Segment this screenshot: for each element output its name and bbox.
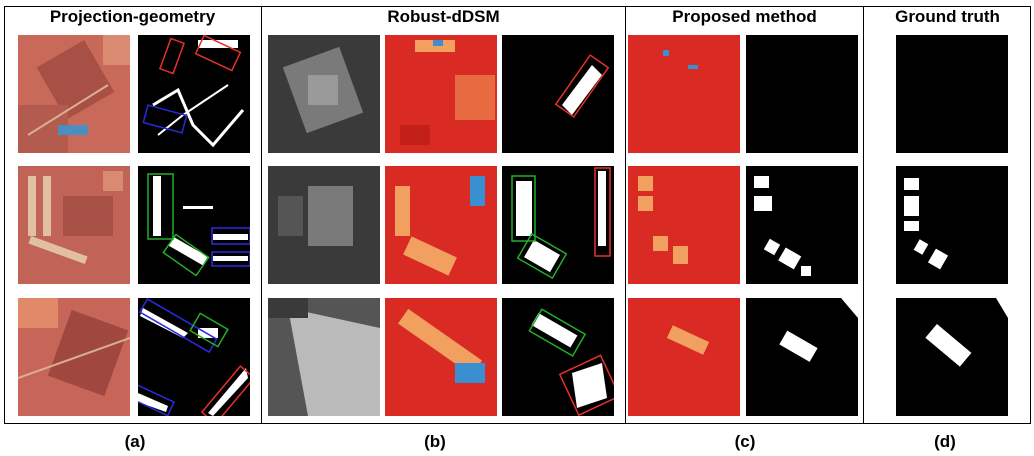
mask-projection-row1 xyxy=(138,35,250,153)
caption-b: (b) xyxy=(424,432,446,451)
caption-a: (a) xyxy=(124,432,146,451)
image-heat-row2 xyxy=(385,166,497,284)
figure-frame xyxy=(4,6,1031,424)
image-proposed-heat-row1 xyxy=(628,35,740,153)
mask-proposed-row2 xyxy=(746,166,858,284)
column-separator-3 xyxy=(863,6,864,424)
image-ddsm-row3 xyxy=(268,298,380,416)
image-rgb-row3 xyxy=(18,298,130,416)
image-rgb-row1 xyxy=(18,35,130,153)
mask-ground-truth-row2 xyxy=(896,166,1008,284)
mask-ground-truth-row1 xyxy=(896,35,1008,153)
caption-d: (d) xyxy=(934,432,956,451)
mask-robust-row3 xyxy=(502,298,614,416)
column-separator-1 xyxy=(261,6,262,424)
mask-projection-row2 xyxy=(138,166,250,284)
image-ddsm-row1 xyxy=(268,35,380,153)
mask-proposed-row3 xyxy=(746,298,858,416)
column-header-robust-ddsm: Robust-dDSM xyxy=(387,7,500,26)
mask-robust-row1 xyxy=(502,35,614,153)
image-proposed-heat-row3 xyxy=(628,298,740,416)
mask-proposed-row1 xyxy=(746,35,858,153)
image-rgb-row2 xyxy=(18,166,130,284)
image-heat-row3 xyxy=(385,298,497,416)
image-heat-row1 xyxy=(385,35,497,153)
column-header-ground-truth: Ground truth xyxy=(895,7,1000,26)
mask-ground-truth-row3 xyxy=(896,298,1008,416)
image-proposed-heat-row2 xyxy=(628,166,740,284)
column-separator-2 xyxy=(625,6,626,424)
column-header-proposed: Proposed method xyxy=(672,7,817,26)
mask-projection-row3 xyxy=(138,298,250,416)
column-header-projection: Projection-geometry xyxy=(49,7,216,26)
mask-robust-row2 xyxy=(502,166,614,284)
caption-c: (c) xyxy=(734,432,756,451)
image-ddsm-row2 xyxy=(268,166,380,284)
